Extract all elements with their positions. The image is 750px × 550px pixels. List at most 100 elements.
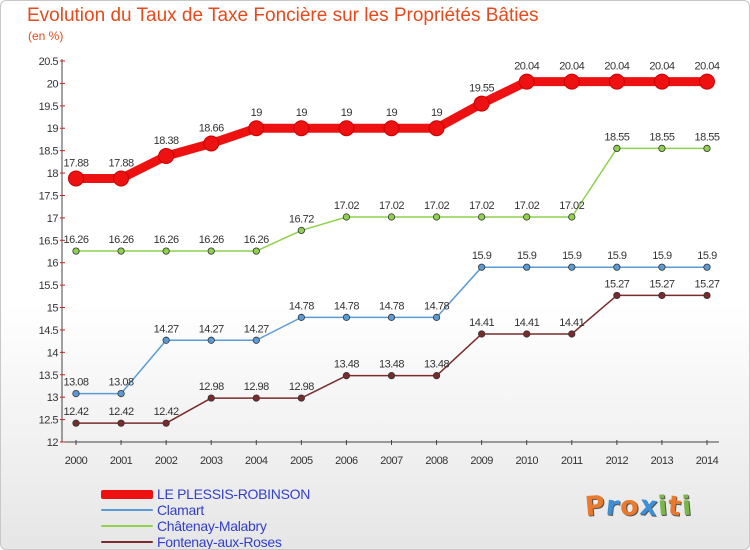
data-label: 14.78: [379, 300, 404, 312]
legend-item: Clamart: [101, 502, 310, 518]
data-point: [158, 148, 175, 165]
data-label: 15.9: [697, 250, 717, 262]
legend-swatch: [101, 509, 153, 511]
data-label: 18.55: [604, 131, 629, 143]
x-tick-label: 2001: [110, 455, 133, 467]
data-point: [518, 73, 535, 90]
data-label: 12.98: [199, 381, 224, 393]
data-point: [342, 372, 351, 380]
data-point: [613, 291, 621, 300]
data-label: 19.55: [469, 83, 494, 95]
y-tick-label: 12: [47, 437, 59, 449]
data-label: 12.42: [109, 406, 134, 418]
y-tick-label: 13: [47, 392, 59, 404]
data-label: 16.26: [154, 234, 179, 246]
legend-item: LE PLESSIS-ROBINSON: [101, 486, 310, 502]
y-tick-label: 13.5: [39, 370, 59, 382]
data-point: [478, 263, 486, 271]
data-label: 13.48: [379, 359, 404, 371]
data-label: 18.38: [154, 135, 179, 147]
x-tick-label: 2011: [561, 455, 583, 467]
data-point: [473, 95, 490, 112]
data-point: [252, 336, 260, 344]
data-point: [117, 419, 125, 427]
y-tick-label: 16: [47, 258, 59, 270]
data-label: 14.78: [334, 300, 359, 312]
data-point: [432, 372, 441, 380]
legend-label: LE PLESSIS-ROBINSON: [157, 486, 311, 502]
data-label: 20.04: [514, 61, 539, 73]
data-point: [568, 213, 576, 221]
legend-item: Châtenay-Malabry: [101, 518, 310, 534]
legend-swatch: [101, 525, 153, 527]
y-tick-label: 17.5: [39, 190, 59, 202]
data-point: [703, 291, 711, 300]
data-label: 15.27: [694, 278, 719, 290]
data-label: 18.55: [649, 131, 674, 143]
data-label: 17.02: [379, 200, 404, 212]
data-point: [387, 313, 396, 321]
x-tick-label: 2003: [200, 455, 223, 467]
data-label: 15.9: [472, 250, 492, 262]
x-tick-label: 2007: [380, 455, 403, 467]
data-label: 16.26: [109, 234, 134, 246]
data-label: 17.02: [514, 200, 539, 212]
data-label: 15.9: [517, 250, 537, 262]
data-point: [207, 394, 215, 402]
x-tick-label: 2002: [155, 455, 178, 467]
chart-title: Evolution du Taux de Taxe Foncière sur l…: [27, 5, 539, 26]
data-point: [608, 73, 625, 90]
data-point: [568, 263, 576, 271]
data-label: 15.27: [604, 278, 629, 290]
data-label: 20.04: [649, 61, 674, 73]
data-label: 16.26: [244, 234, 269, 246]
data-label: 19: [296, 107, 308, 119]
y-unit-label: (en %): [28, 29, 64, 43]
data-point: [297, 394, 305, 402]
legend-swatch: [101, 541, 153, 543]
data-label: 14.78: [424, 300, 449, 312]
data-label: 13.08: [63, 377, 88, 389]
data-point: [252, 247, 260, 255]
data-point: [113, 170, 130, 187]
data-point: [478, 330, 486, 338]
data-label: 14.27: [199, 323, 224, 335]
data-label: 14.78: [289, 300, 314, 312]
data-point: [383, 120, 400, 137]
x-tick-label: 2014: [696, 455, 719, 467]
data-label: 16.26: [199, 234, 224, 246]
data-label: 17.02: [469, 200, 494, 212]
data-label: 18.66: [199, 122, 224, 134]
x-tick-label: 2010: [515, 455, 538, 467]
data-point: [203, 135, 220, 152]
data-point: [563, 73, 580, 90]
y-tick-label: 18: [47, 168, 59, 180]
data-point: [72, 419, 80, 427]
y-tick-label: 14.5: [39, 325, 59, 337]
x-tick-label: 2013: [651, 455, 674, 467]
data-label: 19: [431, 107, 443, 119]
data-point: [162, 336, 170, 344]
data-point: [342, 213, 351, 221]
data-label: 14.41: [469, 317, 494, 329]
data-point: [68, 170, 84, 187]
y-tick-label: 16.5: [39, 235, 59, 247]
legend: LE PLESSIS-ROBINSON Clamart Châtenay-Malab…: [101, 486, 310, 549]
x-tick-label: 2008: [425, 455, 448, 467]
data-label: 17.02: [424, 200, 449, 212]
data-point: [162, 419, 170, 427]
data-point: [72, 247, 80, 255]
data-label: 15.27: [649, 278, 674, 290]
y-tick-label: 12.5: [39, 415, 59, 427]
data-label: 19: [251, 107, 263, 119]
data-point: [387, 372, 396, 380]
y-tick-label: 15: [47, 303, 59, 315]
data-point: [613, 144, 621, 153]
data-point: [699, 73, 715, 90]
data-label: 14.27: [244, 323, 269, 335]
data-point: [658, 144, 666, 153]
proxiti-logo: Proxiti: [583, 490, 694, 523]
data-point: [478, 213, 486, 221]
data-point: [523, 263, 531, 271]
